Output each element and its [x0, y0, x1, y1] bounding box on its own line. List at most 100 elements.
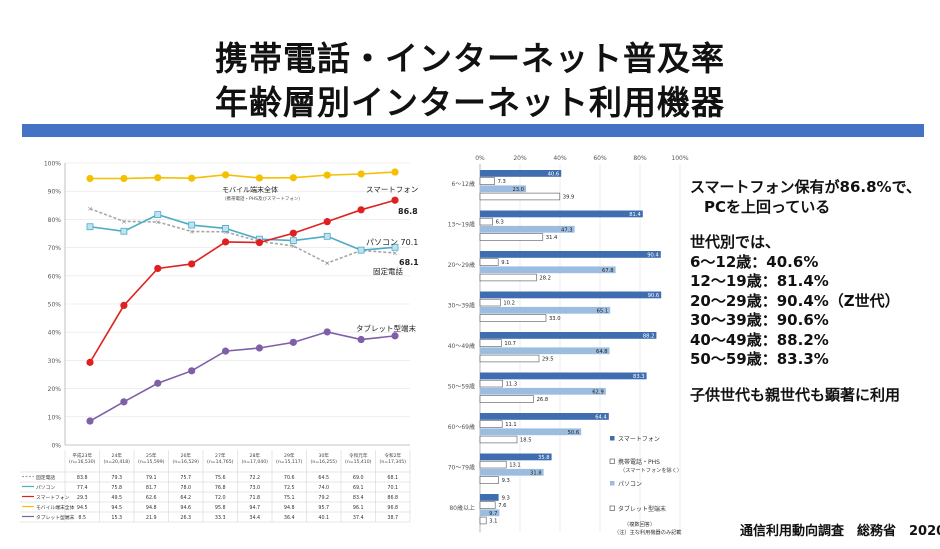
table-cell: 77.4 — [77, 485, 88, 491]
x-tick-label: (n=16,529) — [173, 459, 200, 465]
table-cell: 79.1 — [146, 475, 157, 481]
bar — [479, 435, 518, 444]
bar — [479, 273, 537, 282]
bar — [479, 258, 499, 266]
bar-value-label: 62.9 — [592, 389, 604, 395]
bar — [479, 460, 507, 469]
x-tick-label: 平成23年 — [72, 452, 92, 459]
y-tick-label: 70% — [48, 245, 62, 252]
annotation-label: タブレット型端末 — [356, 323, 416, 333]
table-cell: 96.1 — [353, 505, 364, 511]
x-tick-label: (n=16,255) — [311, 459, 338, 465]
bar-value-label: 9.3 — [502, 478, 510, 484]
bar — [479, 192, 561, 201]
table-cell: 94.6 — [180, 505, 191, 511]
x-tick-label: 30年 — [319, 452, 330, 459]
x-tick-label: (n=15,117) — [276, 459, 303, 465]
category-label: 13～19歳 — [448, 221, 475, 229]
legend-label: パソコン — [618, 481, 642, 488]
bar-value-label: 18.5 — [520, 438, 532, 444]
data-point — [86, 174, 94, 183]
commentary-conclusion: 子供世代も親世代も顕著に利用 — [690, 385, 901, 404]
legend-swatch — [610, 481, 615, 486]
commentary-line: スマートフォン保有が86.8%で、 — [690, 178, 921, 196]
legend-label: （スマートフォンを除く） — [620, 466, 682, 474]
bar-value-label: 13.1 — [509, 463, 521, 469]
data-point: × — [324, 260, 330, 268]
bar-value-label: 3.1 — [489, 519, 497, 525]
x-tick-label: 60% — [593, 155, 607, 162]
table-cell: 78.0 — [180, 485, 191, 491]
table-cell: 8.5 — [78, 515, 86, 521]
table-cell: 79.2 — [318, 495, 329, 501]
data-point — [323, 218, 331, 226]
data-point — [154, 174, 162, 182]
data-point — [357, 206, 365, 214]
data-point — [289, 174, 297, 182]
table-cell: 15.3 — [111, 515, 122, 521]
y-tick-label: 30% — [48, 358, 62, 365]
bar-value-label: 35.8 — [538, 455, 550, 461]
data-point — [255, 174, 264, 182]
category-label: 20～29歳 — [448, 261, 475, 269]
category-label: 80歳以上 — [449, 504, 475, 512]
bar — [480, 387, 606, 395]
bar-value-label: 7.6 — [498, 503, 506, 509]
table-cell: 69.0 — [353, 475, 364, 481]
x-tick-label: 令和元年 — [349, 452, 368, 459]
annotation-label: パソコン 70.1 — [366, 238, 418, 247]
bar — [480, 251, 661, 258]
data-point — [154, 211, 162, 219]
annotation-value: 68.1 — [399, 258, 419, 267]
table-cell: 21.9 — [146, 515, 157, 521]
y-tick-label: 50% — [48, 302, 62, 309]
annotation-label: 固定電話 — [373, 266, 403, 276]
table-cell: 86.8 — [387, 495, 398, 501]
table-cell: 38.7 — [387, 515, 398, 521]
bar — [480, 266, 616, 274]
bar-value-label: 23.0 — [512, 187, 524, 193]
bar-value-label: 26.8 — [537, 397, 549, 403]
data-point — [323, 328, 331, 336]
page-title: 携帯電話・インターネット普及率 — [215, 39, 725, 78]
table-cell: 75.6 — [215, 475, 226, 481]
data-point — [120, 227, 128, 235]
data-point — [289, 237, 297, 244]
bar — [480, 413, 609, 420]
bar-value-label: 6.3 — [496, 220, 504, 226]
table-cell: 29.3 — [77, 495, 88, 501]
commentary-line: 世代別では、 — [690, 233, 781, 251]
source-citation: 通信利用動向調査 総務省 2020年 — [740, 524, 940, 539]
data-point — [391, 196, 399, 204]
table-cell: 36.4 — [284, 515, 295, 521]
data-point: × — [121, 218, 127, 226]
bar-value-label: 10.7 — [504, 341, 516, 347]
table-cell: 75.1 — [284, 495, 295, 501]
age-bar-chart: 0% 20% 40% 60% 80% 100% 6～12歳 40.6 7.3 23.0 39.9 13… — [448, 155, 689, 536]
age-stat: 20～29歳：90.4%（Z世代） — [690, 291, 900, 310]
table-cell: 62.6 — [146, 495, 157, 501]
table-cell: 34.4 — [249, 515, 260, 521]
bar — [479, 395, 534, 403]
commentary-panel: スマートフォン保有が86.8%で、 PCを上回っている 世代別では、 6～12歳… — [690, 178, 921, 405]
y-tick-label: 60% — [48, 273, 62, 280]
data-point — [221, 347, 230, 355]
commentary-line: PCを上回っている — [704, 197, 831, 216]
y-tick-label: 40% — [48, 330, 62, 337]
x-tick-label: (n=14,765) — [207, 459, 234, 465]
bar — [479, 177, 495, 185]
x-tick-label: (n=20,418) — [104, 459, 131, 465]
y-tick-label: 20% — [48, 386, 62, 393]
data-point — [289, 338, 297, 346]
x-tick-label: 100% — [671, 155, 688, 162]
y-tick-label: 10% — [48, 414, 62, 421]
bar-value-label: 31.4 — [546, 235, 558, 241]
table-cell: 33.3 — [215, 515, 226, 521]
data-point: × — [392, 249, 398, 257]
data-point — [188, 174, 196, 182]
data-point — [154, 264, 162, 273]
table-cell: 76.8 — [215, 485, 226, 491]
x-tick-label: 80% — [633, 155, 647, 162]
x-tick-label: 27年 — [215, 452, 226, 459]
bar — [479, 314, 547, 322]
